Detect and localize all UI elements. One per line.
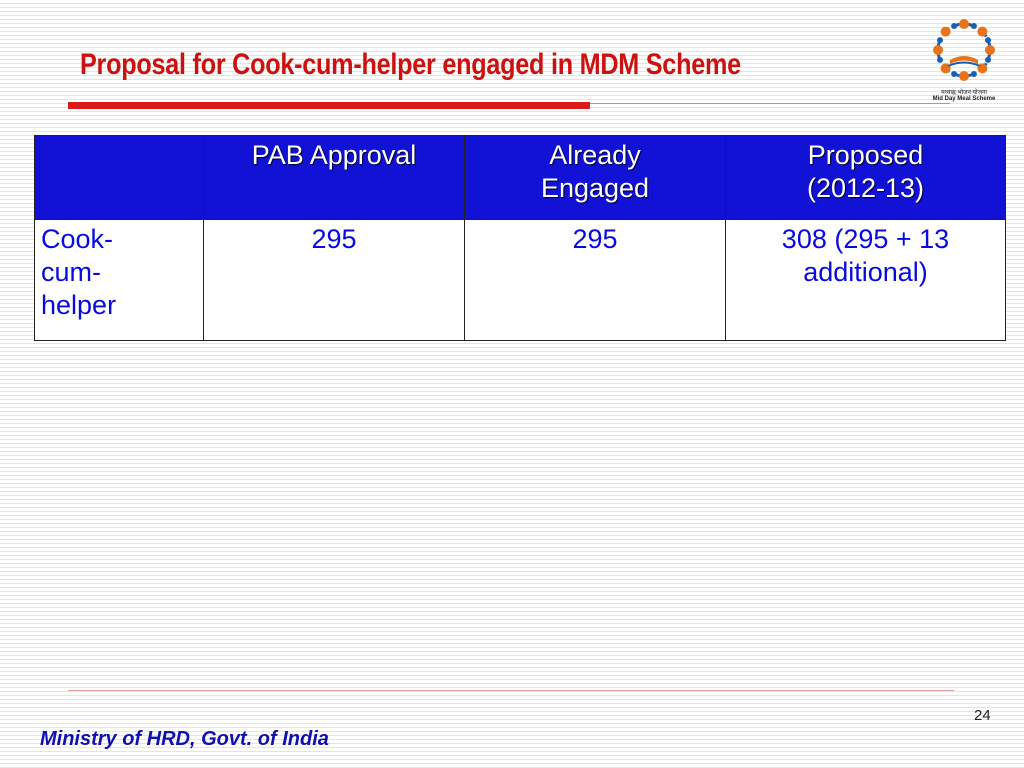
title-underline-thin <box>590 103 950 104</box>
row-label: Cook-cum-helper <box>34 219 204 341</box>
mdm-emblem-icon <box>933 19 995 81</box>
cell-already-engaged: 295 <box>464 219 726 341</box>
header-pab-approval: PAB Approval <box>203 135 465 220</box>
footer-divider <box>68 690 954 691</box>
header-blank <box>34 135 204 220</box>
slide-title: Proposal for Cook-cum-helper engaged in … <box>80 48 741 81</box>
footer-ministry: Ministry of HRD, Govt. of India <box>40 728 329 750</box>
table-header-row: PAB Approval Already Engaged Proposed (2… <box>34 135 1006 220</box>
header-proposed: Proposed (2012-13) <box>725 135 1006 220</box>
cell-proposed: 308 (295 + 13 additional) <box>725 219 1006 341</box>
table-row: Cook-cum-helper 295 295 308 (295 + 13 ad… <box>34 219 1006 341</box>
header-already-engaged: Already Engaged <box>464 135 726 220</box>
logo-caption-hindi: मध्याह्न भोजन योजना <box>941 90 987 96</box>
page-number: 24 <box>974 707 991 724</box>
mdm-logo: मध्याह्न भोजन योजना Mid Day Meal Scheme <box>926 16 1002 106</box>
logo-caption-english: Mid Day Meal Scheme <box>932 96 996 102</box>
cook-helper-table: PAB Approval Already Engaged Proposed (2… <box>34 135 1006 341</box>
title-underline <box>68 102 590 109</box>
cell-pab-approval: 295 <box>203 219 465 341</box>
